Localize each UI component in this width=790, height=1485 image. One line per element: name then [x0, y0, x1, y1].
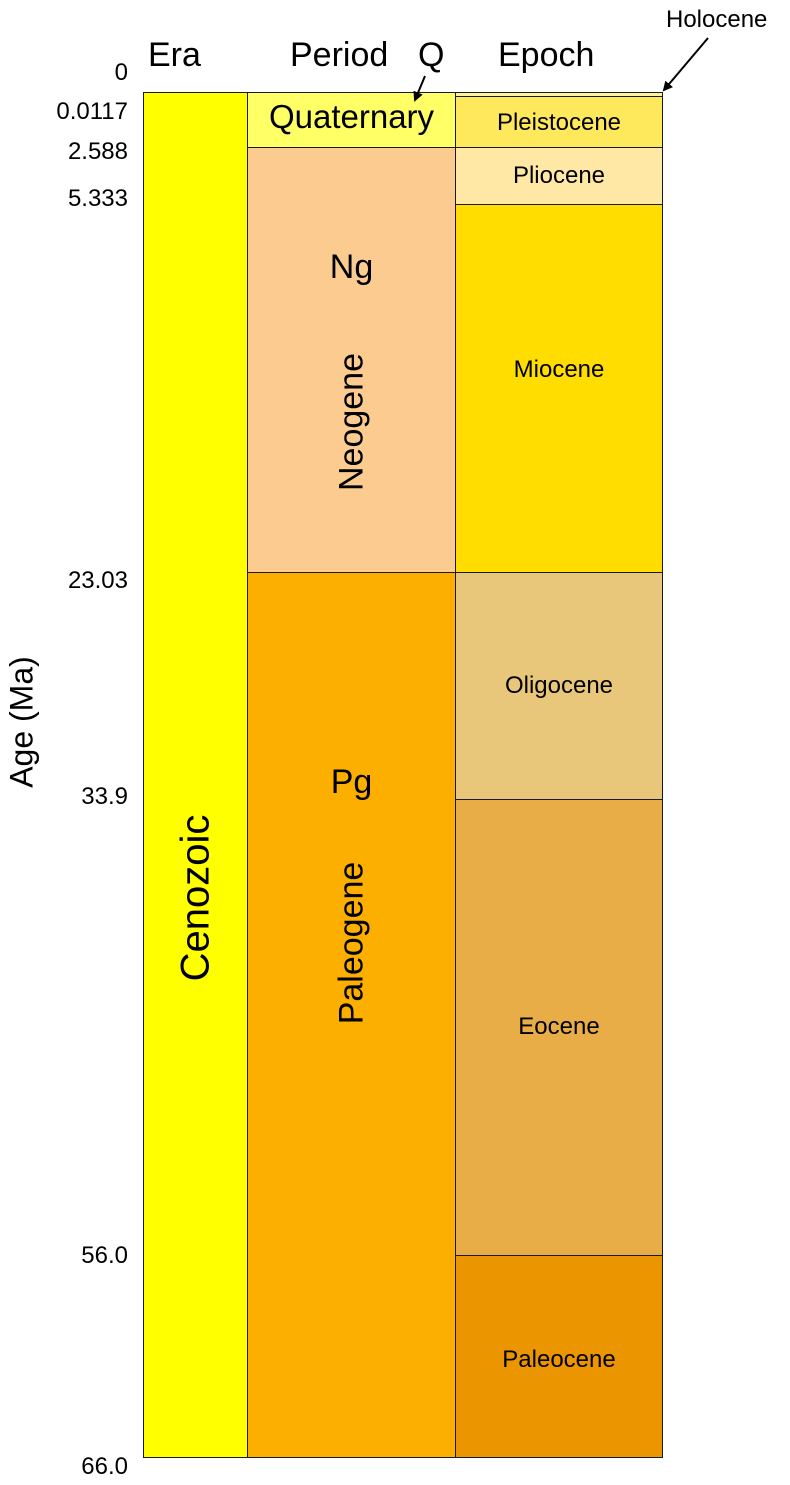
epoch-header: Epoch	[498, 36, 595, 74]
epoch-pliocene: Pliocene	[455, 147, 663, 205]
era-cenozoic: Cenozoic	[143, 92, 248, 1458]
quaternary-abbr: Q	[418, 36, 445, 74]
quaternary-arrow	[413, 75, 426, 102]
epoch-pliocene-label: Pliocene	[512, 162, 606, 189]
epoch-oligocene: Oligocene	[455, 572, 663, 800]
age-tick-56.0: 56.0	[81, 1242, 128, 1269]
period-paleogene-abbr: Pg	[330, 763, 373, 801]
epoch-miocene: Miocene	[455, 204, 663, 573]
epoch-paleocene-label: Paleocene	[502, 1346, 616, 1373]
holocene-arrow	[662, 37, 709, 92]
age-tick-0.0117: 0.0117	[56, 98, 128, 125]
age-tick-2.588: 2.588	[67, 138, 128, 165]
period-neogene-abbr: Ng	[329, 248, 374, 286]
era-header: Era	[148, 36, 201, 74]
epoch-paleocene: Paleocene	[455, 1255, 663, 1458]
epoch-pleistocene: Pleistocene	[455, 96, 663, 148]
age-tick-5.333: 5.333	[67, 185, 128, 212]
epoch-pleistocene-label: Pleistocene	[496, 109, 622, 136]
epoch-oligocene-label: Oligocene	[504, 672, 614, 699]
period-header: Period	[290, 36, 389, 74]
period-quaternary-label: Quaternary	[268, 98, 435, 135]
age-tick-66.0: 66.0	[81, 1453, 128, 1480]
age-tick-23.03: 23.03	[67, 567, 128, 594]
period-paleogene: Pg Paleogene	[247, 572, 456, 1458]
epoch-miocene-label: Miocene	[513, 356, 605, 383]
age-tick-0: 0	[114, 59, 128, 86]
age-tick-33.9: 33.9	[81, 783, 128, 810]
epoch-eocene-label: Eocene	[518, 1013, 600, 1040]
period-neogene: Ng Neogene	[247, 147, 456, 573]
holocene-callout-label: Holocene	[666, 6, 768, 33]
epoch-eocene: Eocene	[455, 799, 663, 1256]
